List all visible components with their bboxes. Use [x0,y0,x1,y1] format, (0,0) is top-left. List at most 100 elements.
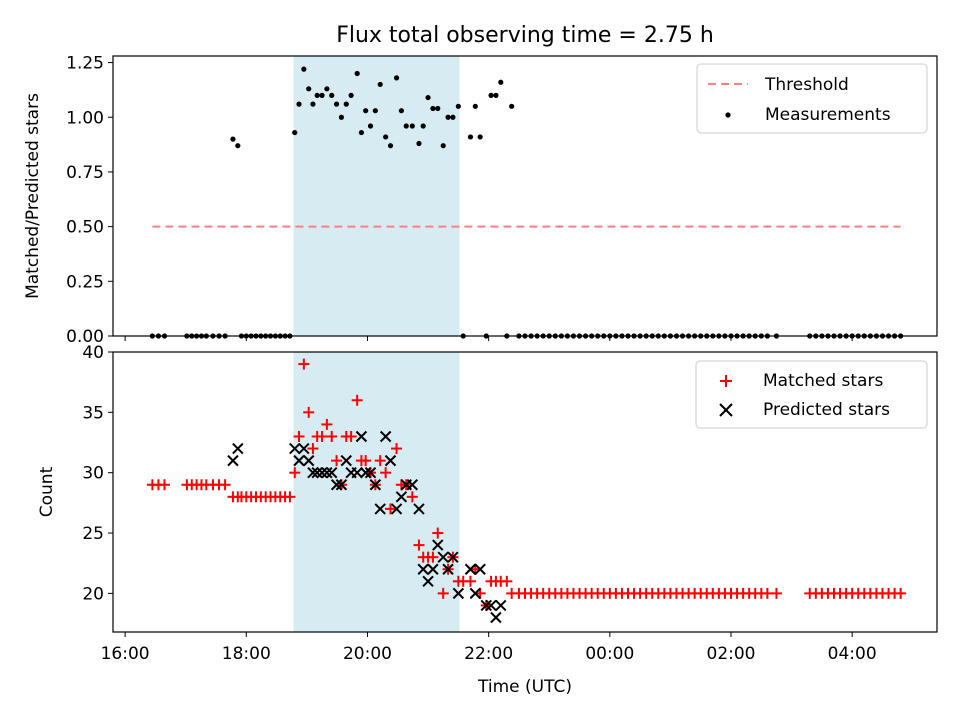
predicted-star-point [422,575,434,588]
x-tick-label: 18:00 [222,644,271,664]
predicted-star-point [379,430,392,443]
predicted-star-point [390,503,403,515]
matched-star-point [391,443,403,455]
x-tick-label: 00:00 [585,644,634,664]
matched-star-point [345,430,357,442]
top-y-tick-label: 0.75 [66,163,104,183]
predicted-star-point [330,479,343,491]
matched-star-point [293,430,305,442]
legend-measurements-label: Measurements [765,105,891,125]
x-tick-label: 16:00 [101,644,150,664]
matched-star-point [326,430,338,442]
predicted-star-point [395,491,408,503]
measurement-point [450,114,456,120]
predicted-star-point [289,442,301,455]
measurement-point [324,86,330,92]
x-axis-label: Time (UTC) [477,677,572,697]
predicted-star-point [432,539,444,551]
predicted-star-point [369,479,382,491]
matched-star-point [219,479,231,491]
predicted-star-point [374,503,386,515]
measurement-point [354,70,360,77]
measurement-point [498,79,504,85]
top-y-tick-label: 1.25 [66,54,104,74]
measurement-point [301,66,307,72]
matched-star-point [303,406,315,418]
matched-star-point [307,443,319,455]
measurement-point [420,123,426,129]
measurement-point [472,103,478,109]
top-y-tick-label: 0.50 [66,218,104,238]
predicted-star-point [417,563,429,575]
predicted-star-point [307,466,319,479]
bot-y-tick-label: 25 [82,524,104,544]
top-y-tick-label: 0.00 [66,327,104,347]
matched-star-point [374,455,386,467]
predicted-star-point [302,454,315,467]
measurement-point [393,75,400,81]
measurement-point [509,103,515,109]
bottom-x-ticks: 16:00 18:00 20:00 22:00 00:00 02:00 04:00 [101,632,877,664]
measurement-point [329,92,335,98]
x-tick-label: 20:00 [343,644,392,664]
matched-star-point [464,575,476,587]
measurement-point [455,103,461,109]
measurement-point [435,105,441,112]
matched-star-point [427,551,439,563]
count-panel: 16:00 18:00 20:00 22:00 00:00 02:00 04:00 20 25… [37,343,938,697]
x-tick-label: 22:00 [464,644,513,664]
matched-star-point [501,575,513,587]
bottom-y-axis: 20 25 30 35 40 [82,343,113,604]
measurement-point [333,101,340,107]
matched-star-point [437,587,449,599]
predicted-star-point [464,563,477,575]
observing-interval-shade-bottom [293,352,460,632]
measurement-point [296,101,302,107]
measurement-point [292,129,298,136]
measurement-point [363,108,369,114]
x-tick-label: 02:00 [707,644,756,664]
legend-measurements-swatch [725,112,731,118]
predicted-star-point [480,599,492,612]
predicted-star-point [384,454,397,467]
measurement-point [348,92,354,98]
legend-matched-label: Matched stars [763,371,883,391]
predicted-star-point [442,563,454,575]
top-y-axis: 0.00 0.25 0.50 0.75 1.00 1.25 [66,54,113,347]
predicted-star-point [340,454,352,467]
predicted-star-point [321,466,333,479]
matched-star-point [159,479,170,491]
measurement-point [343,101,349,107]
measurement-point [306,86,312,92]
predicted-star-point [359,466,372,479]
measurement-point [310,101,316,107]
predicted-star-point [469,587,482,600]
measurement-point [377,81,383,88]
bot-y-tick-label: 35 [82,403,104,423]
predicted-star-point [447,551,459,563]
top-legend-box [696,63,928,134]
measurement-point [416,140,422,147]
top-legend: Threshold Measurements [696,63,928,134]
predicted-star-point [474,563,486,575]
predicted-star-point [227,454,239,467]
legend-predicted-label: Predicted stars [763,400,890,420]
measurement-point [467,134,474,140]
bottom-axes-frame [112,351,938,633]
observing-interval-shade-top [293,56,460,336]
measurement-point [477,134,483,140]
measurement-point [430,105,436,112]
measurement-point [425,94,431,101]
measurement-point [409,123,415,129]
predicted-star-point [298,442,310,455]
matched-star-point [321,418,333,430]
matched-star-point [770,587,782,599]
legend-threshold-label: Threshold [764,75,849,95]
measurement-point [230,136,236,142]
bottom-legend: Matched stars Predicted stars [695,360,928,429]
matched-star-point [331,455,343,467]
matched-star-point [895,587,907,599]
measurement-point [387,143,394,149]
ratio-panel: 0.00 0.25 0.50 0.75 1.00 1.25 Matched/Predict… [23,54,938,347]
predicted-star-point [326,466,338,479]
